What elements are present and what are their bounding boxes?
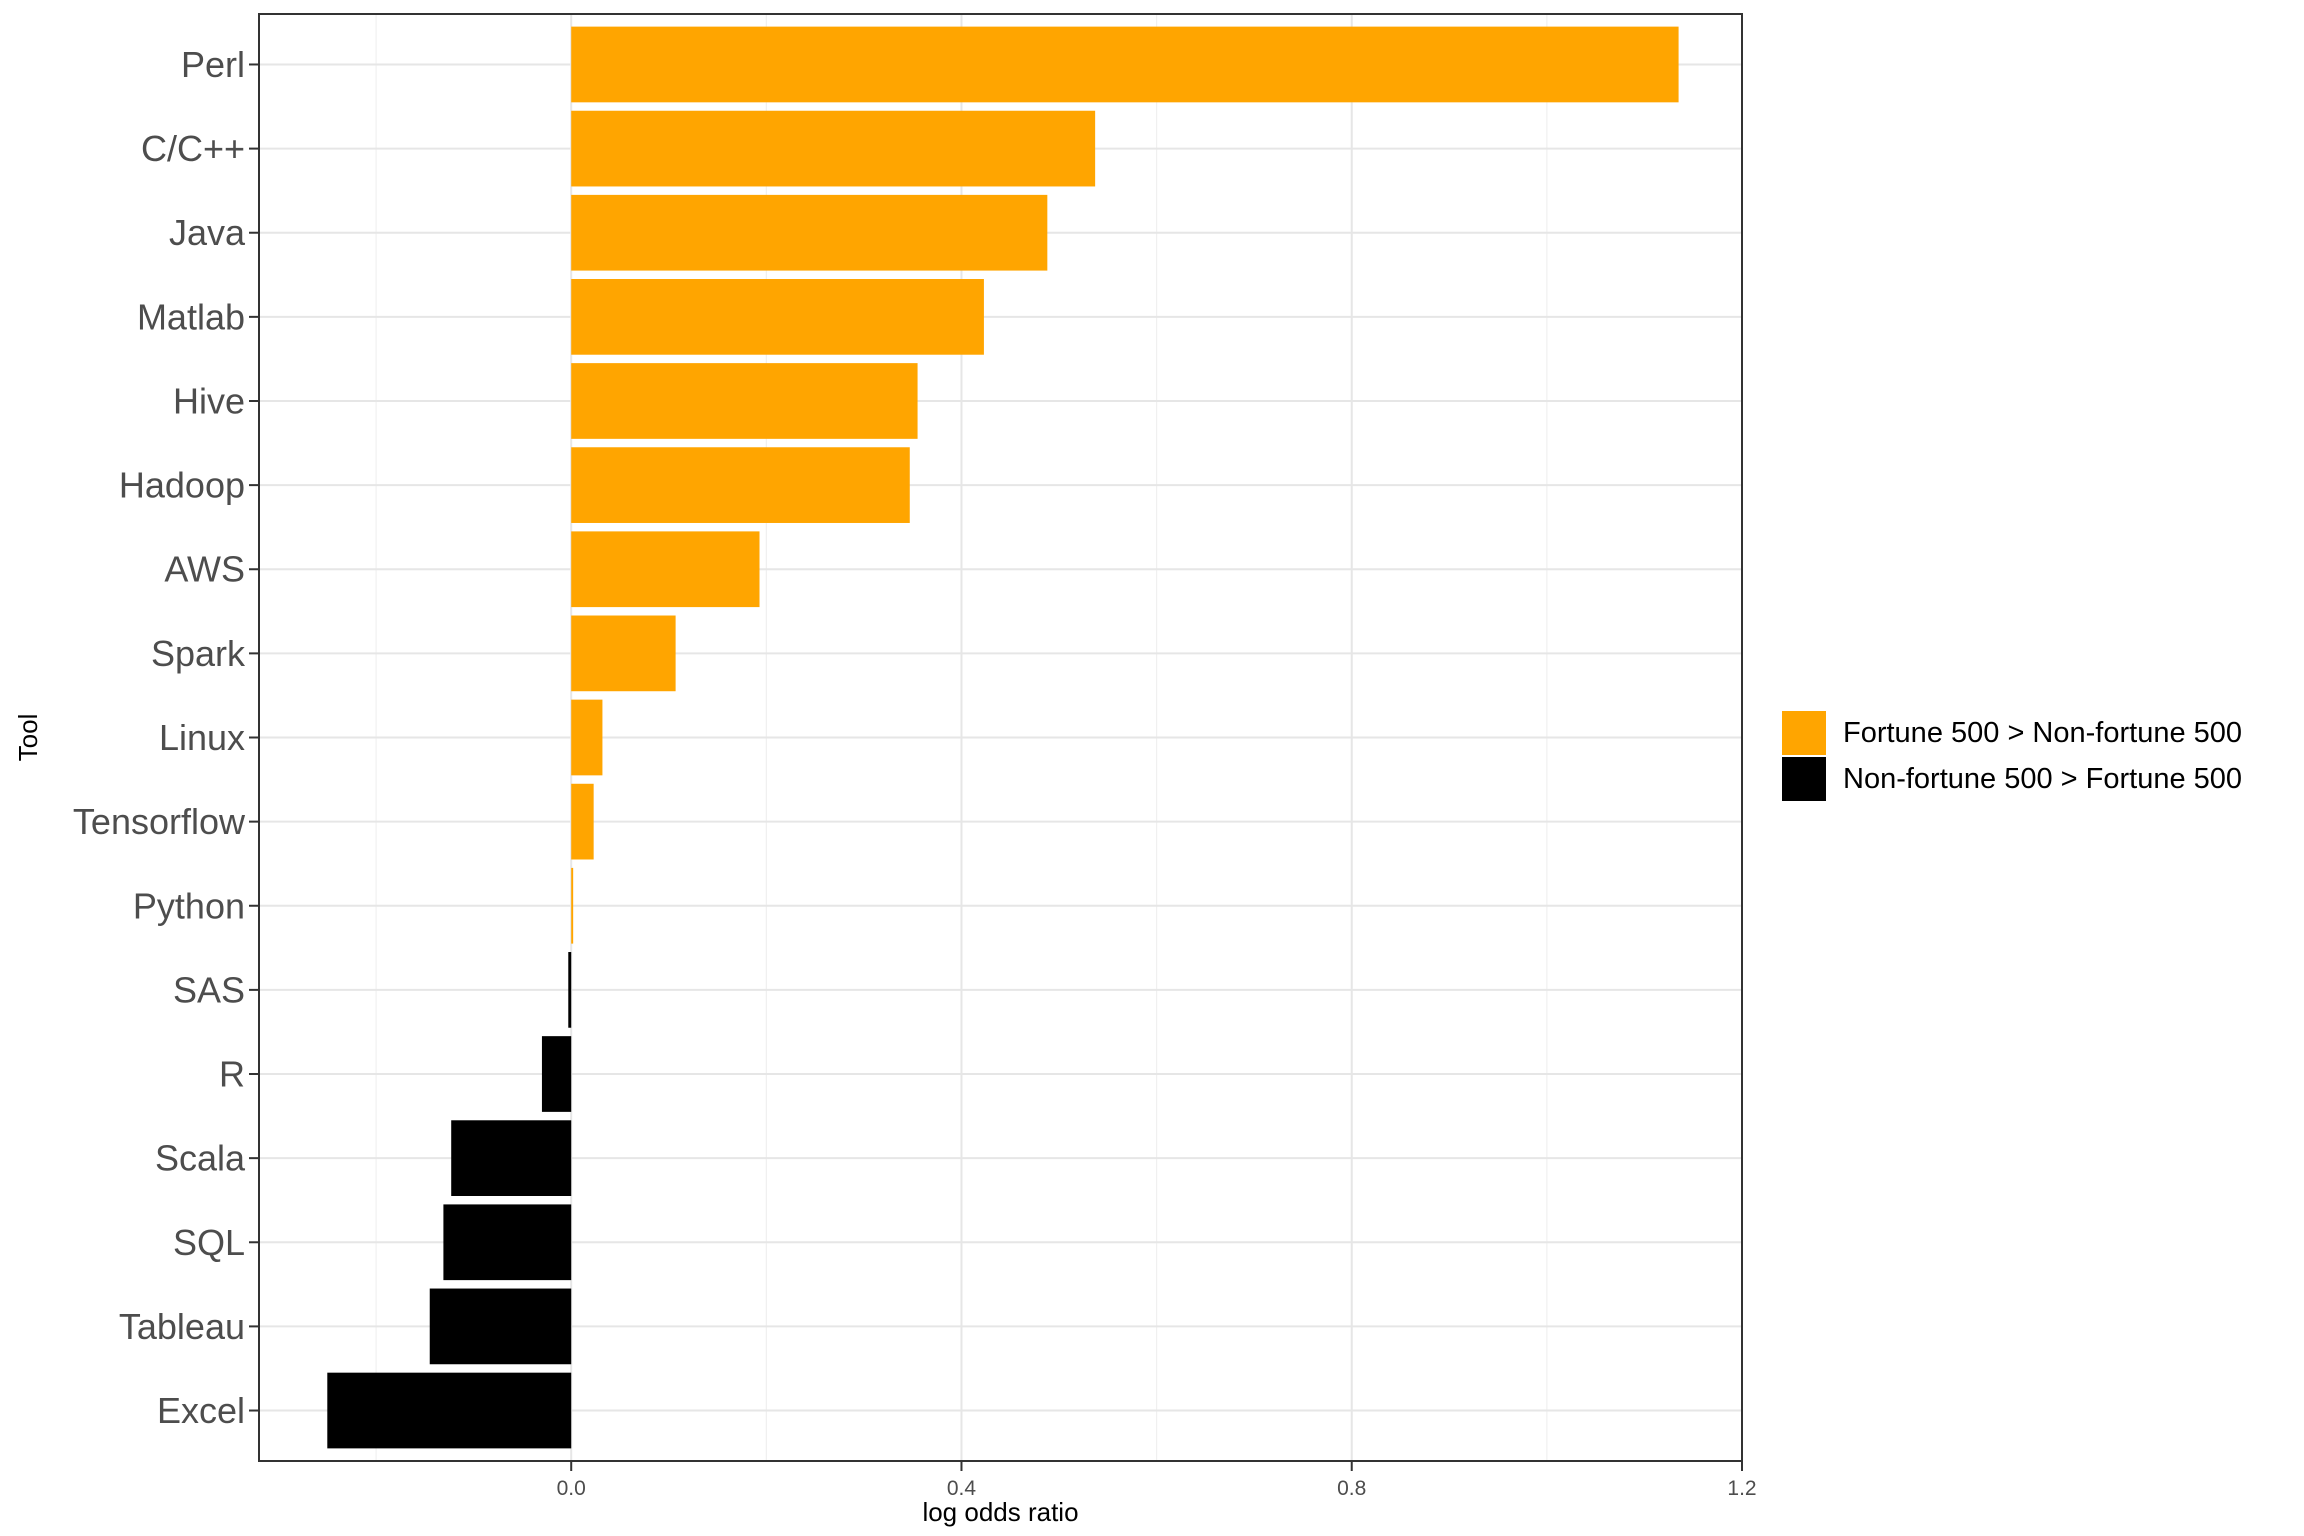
y-axis-title: Tool bbox=[13, 714, 43, 762]
y-tick-label: R bbox=[219, 1054, 245, 1095]
y-tick-label: Excel bbox=[157, 1390, 245, 1431]
x-tick-label: 1.2 bbox=[1727, 1477, 1756, 1500]
bar-scala bbox=[451, 1120, 572, 1196]
bar-r bbox=[541, 1036, 572, 1112]
bar-perl bbox=[571, 26, 1679, 103]
legend-label: Fortune 500 > Non-fortune 500 bbox=[1843, 717, 2242, 749]
bar-aws bbox=[571, 531, 760, 608]
bars bbox=[327, 26, 1679, 1449]
y-tick-label: Spark bbox=[151, 633, 246, 674]
y-tick-label: SAS bbox=[173, 969, 245, 1010]
y-tick-label: Python bbox=[133, 885, 245, 926]
y-tick-label: Linux bbox=[159, 717, 245, 758]
y-tick-label: Hadoop bbox=[119, 465, 245, 506]
bar-sql bbox=[443, 1204, 572, 1281]
bar-python bbox=[571, 867, 574, 944]
bar-spark bbox=[571, 615, 676, 692]
y-tick-label: Perl bbox=[181, 44, 245, 85]
x-axis: 0.0 0.4 0.8 1.2 bbox=[557, 1461, 1757, 1500]
bar-matlab bbox=[571, 279, 984, 355]
bar-tableau bbox=[429, 1288, 572, 1365]
y-tick-label: Hive bbox=[173, 380, 245, 421]
bar-sas bbox=[568, 952, 572, 1028]
bar-java bbox=[571, 194, 1048, 271]
x-axis-title: log odds ratio bbox=[922, 1497, 1078, 1527]
y-tick-label: Tensorflow bbox=[73, 801, 246, 842]
legend-label: Non-fortune 500 > Fortune 500 bbox=[1843, 763, 2242, 795]
legend-key bbox=[1782, 711, 1826, 755]
legend: Fortune 500 > Non-fortune 500 Non-fortune… bbox=[1782, 711, 2242, 801]
bar-excel bbox=[327, 1372, 572, 1449]
y-tick-label: Scala bbox=[155, 1138, 246, 1179]
bar-c-c- bbox=[571, 110, 1096, 187]
x-tick-label: 0.0 bbox=[557, 1477, 586, 1500]
y-tick-label: SQL bbox=[173, 1222, 245, 1263]
y-tick-label: AWS bbox=[164, 549, 245, 590]
y-tick-label: Tableau bbox=[119, 1306, 245, 1347]
y-tick-label: Matlab bbox=[137, 296, 245, 337]
bar-linux bbox=[571, 699, 603, 776]
y-tick-label: Java bbox=[169, 212, 246, 253]
x-tick-label: 0.4 bbox=[947, 1477, 977, 1500]
y-axis: Perl C/C++ Java Matlab Hive Hadoop AWS Spark Lin… bbox=[73, 44, 259, 1431]
legend-key bbox=[1782, 757, 1826, 801]
x-tick-label: 0.8 bbox=[1337, 1477, 1366, 1500]
bar-hive bbox=[571, 363, 918, 439]
y-tick-label: C/C++ bbox=[141, 128, 245, 169]
bar-hadoop bbox=[571, 447, 910, 523]
bar-tensorflow bbox=[571, 783, 594, 860]
